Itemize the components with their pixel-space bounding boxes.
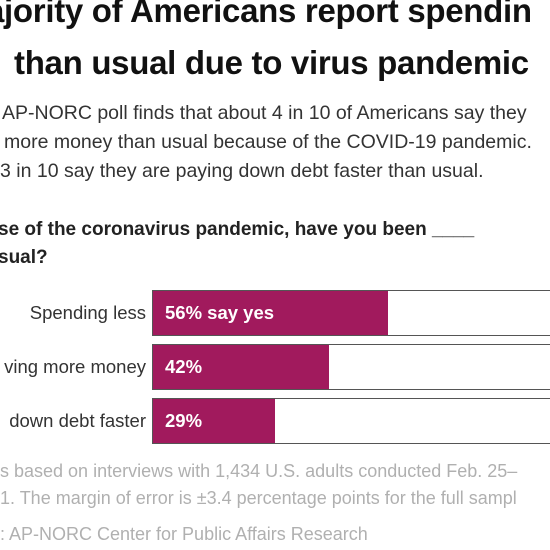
question-line-1: se of the coronavirus pandemic, have you… <box>0 219 475 240</box>
chart-title-line-1: ajority of Americans report spendin <box>0 0 532 29</box>
bar-track: 56% say yes <box>152 290 550 336</box>
source-line: : AP-NORC Center for Public Affairs Rese… <box>0 524 368 544</box>
subtitle-line-2: more money than usual because of the COV… <box>4 131 532 153</box>
bar-category-label: ving more money <box>4 356 146 377</box>
bar-value-label: 29% <box>165 410 203 431</box>
bar-value-label: 42% <box>165 356 203 377</box>
bar <box>153 399 275 443</box>
bar-track: 29% <box>152 398 550 444</box>
question-line-2: sual? <box>0 247 48 268</box>
bar-category-label: Spending less <box>29 302 146 323</box>
chart-title-line-2: than usual due to virus pandemic <box>14 44 529 81</box>
bar <box>153 345 330 389</box>
bar <box>153 291 389 335</box>
subtitle-line-1: AP-NORC poll finds that about 4 in 10 of… <box>2 102 527 124</box>
footnote-line-1: s based on interviews with 1,434 U.S. ad… <box>0 461 518 481</box>
bar-value-label: 56% say yes <box>165 302 275 323</box>
subtitle-line-3: 3 in 10 say they are paying down debt fa… <box>0 160 484 182</box>
bar-category-label: down debt faster <box>9 410 146 431</box>
bar-track: 42% <box>152 344 550 390</box>
footnote-line-2: 1. The margin of error is ±3.4 percentag… <box>0 488 517 508</box>
